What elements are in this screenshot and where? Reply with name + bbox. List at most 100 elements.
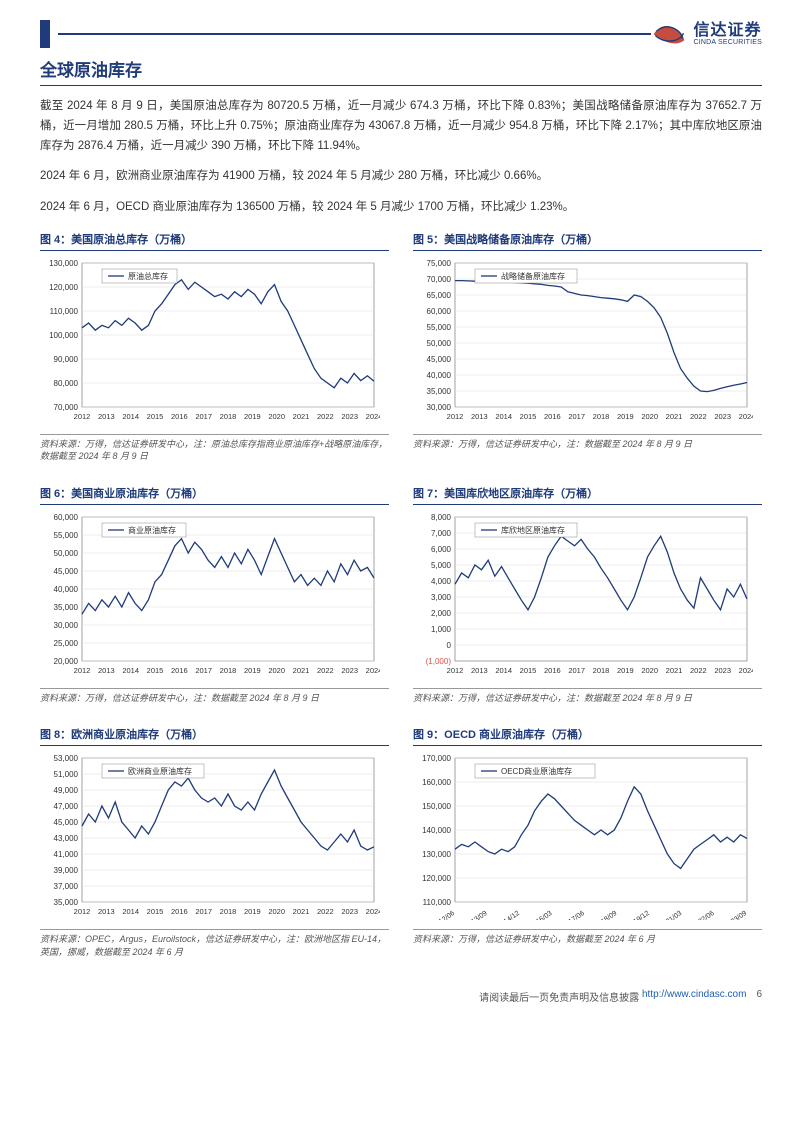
svg-text:2020: 2020: [268, 907, 285, 916]
svg-text:2024: 2024: [366, 412, 380, 421]
logo-text-en: CINDA SECURITIES: [693, 39, 762, 46]
svg-text:20,000: 20,000: [54, 657, 79, 666]
svg-text:2016: 2016: [171, 412, 188, 421]
footer: 请阅读最后一页免责声明及信息披露 http://www.cindasc.com …: [40, 989, 762, 1004]
svg-text:150,000: 150,000: [422, 802, 451, 811]
chart-8-title: 图 8：欧洲商业原油库存（万桶）: [40, 726, 389, 746]
svg-text:45,000: 45,000: [427, 355, 452, 364]
svg-text:2022: 2022: [317, 907, 334, 916]
svg-text:25,000: 25,000: [54, 639, 79, 648]
logo-swirl-icon: [651, 20, 687, 48]
svg-text:战略储备原油库存: 战略储备原油库存: [501, 271, 565, 281]
svg-text:45,000: 45,000: [54, 567, 79, 576]
svg-text:39,000: 39,000: [54, 866, 79, 875]
svg-text:2012: 2012: [74, 412, 91, 421]
svg-text:2014/12: 2014/12: [496, 910, 521, 920]
chart-8-caption: 资料来源：OPEC，Argus，Euroilstock，信达证券研发中心，注：欧…: [40, 933, 389, 958]
svg-text:30,000: 30,000: [54, 621, 79, 630]
chart-4-block: 图 4：美国原油总库存（万桶） 70,00080,00090,000100,00…: [40, 231, 389, 473]
svg-text:47,000: 47,000: [54, 802, 79, 811]
svg-text:2021: 2021: [666, 412, 683, 421]
paragraph-3: 2024 年 6 月，OECD 商业原油库存为 136500 万桶，较 2024…: [40, 197, 762, 217]
svg-text:原油总库存: 原油总库存: [128, 271, 168, 281]
svg-text:60,000: 60,000: [54, 513, 79, 522]
svg-text:2020: 2020: [268, 666, 285, 675]
svg-text:130,000: 130,000: [422, 850, 451, 859]
chart-4-svg: 70,00080,00090,000100,000110,000120,0001…: [40, 255, 380, 425]
svg-text:40,000: 40,000: [427, 371, 452, 380]
svg-text:2018: 2018: [220, 666, 237, 675]
svg-text:55,000: 55,000: [54, 531, 79, 540]
svg-text:40,000: 40,000: [54, 585, 79, 594]
svg-text:2017: 2017: [568, 412, 585, 421]
svg-text:2013: 2013: [471, 666, 488, 675]
svg-text:2021/03: 2021/03: [659, 910, 684, 920]
svg-text:2016/03: 2016/03: [529, 910, 554, 920]
svg-text:2015: 2015: [147, 412, 164, 421]
svg-text:2016: 2016: [544, 412, 561, 421]
chart-5-caption: 资料来源：万得，信达证券研发中心，注：数据截至 2024 年 8 月 9 日: [413, 438, 762, 451]
svg-text:2016: 2016: [171, 666, 188, 675]
svg-text:2014: 2014: [122, 907, 139, 916]
svg-text:2018: 2018: [593, 412, 610, 421]
svg-text:35,000: 35,000: [54, 603, 79, 612]
svg-text:45,000: 45,000: [54, 818, 79, 827]
svg-text:2013: 2013: [98, 907, 115, 916]
svg-text:2017/06: 2017/06: [561, 910, 586, 920]
svg-text:2019: 2019: [617, 666, 634, 675]
paragraph-2: 2024 年 6 月，欧洲商业原油库存为 41900 万桶，较 2024 年 5…: [40, 166, 762, 186]
chart-9-caption: 资料来源：万得，信达证券研发中心，数据截至 2024 年 6 月: [413, 933, 762, 946]
svg-text:41,000: 41,000: [54, 850, 79, 859]
svg-text:110,000: 110,000: [50, 307, 79, 316]
svg-text:2017: 2017: [195, 907, 212, 916]
svg-text:2012: 2012: [74, 907, 91, 916]
logo-text-cn: 信达证券: [693, 23, 762, 39]
footer-link[interactable]: http://www.cindasc.com: [642, 989, 746, 1004]
chart-6-title: 图 6：美国商业原油库存（万桶）: [40, 485, 389, 505]
svg-text:0: 0: [447, 641, 452, 650]
header-bar: 信达证券 CINDA SECURITIES: [40, 20, 762, 48]
svg-text:商业原油库存: 商业原油库存: [128, 525, 176, 535]
svg-text:2023: 2023: [341, 907, 358, 916]
svg-text:5,000: 5,000: [431, 561, 452, 570]
svg-text:2019: 2019: [244, 907, 261, 916]
svg-text:37,000: 37,000: [54, 882, 79, 891]
svg-text:2021: 2021: [293, 907, 310, 916]
svg-text:2015: 2015: [520, 666, 537, 675]
svg-text:2016: 2016: [171, 907, 188, 916]
svg-text:2023: 2023: [341, 412, 358, 421]
svg-text:60,000: 60,000: [427, 307, 452, 316]
svg-text:2013: 2013: [98, 412, 115, 421]
svg-text:49,000: 49,000: [54, 786, 79, 795]
chart-7-svg: 01,0002,0003,0004,0005,0006,0007,0008,00…: [413, 509, 753, 679]
paragraph-1: 截至 2024 年 8 月 9 日，美国原油总库存为 80720.5 万桶，近一…: [40, 96, 762, 156]
svg-text:2024: 2024: [366, 907, 380, 916]
svg-text:2023/09: 2023/09: [723, 910, 748, 920]
svg-text:2021: 2021: [666, 666, 683, 675]
svg-text:130,000: 130,000: [49, 259, 78, 268]
svg-text:2012: 2012: [447, 412, 464, 421]
svg-text:2017: 2017: [195, 412, 212, 421]
svg-text:2016: 2016: [544, 666, 561, 675]
svg-text:35,000: 35,000: [54, 898, 79, 907]
chart-7-title: 图 7：美国库欣地区原油库存（万桶）: [413, 485, 762, 505]
chart-5-svg: 30,00035,00040,00045,00050,00055,00060,0…: [413, 255, 753, 425]
svg-text:90,000: 90,000: [54, 355, 79, 364]
svg-text:2021: 2021: [293, 666, 310, 675]
svg-text:2014: 2014: [122, 412, 139, 421]
svg-text:160,000: 160,000: [422, 778, 451, 787]
svg-text:2014: 2014: [495, 666, 512, 675]
svg-text:80,000: 80,000: [54, 379, 79, 388]
svg-text:110,000: 110,000: [423, 898, 452, 907]
chart-7-block: 图 7：美国库欣地区原油库存（万桶） 01,0002,0003,0004,000…: [413, 485, 762, 715]
header-line: [58, 33, 651, 35]
svg-text:2024: 2024: [739, 412, 753, 421]
svg-text:2015: 2015: [520, 412, 537, 421]
svg-text:2022: 2022: [317, 412, 334, 421]
svg-text:2013: 2013: [471, 412, 488, 421]
svg-text:2013: 2013: [98, 666, 115, 675]
chart-8-block: 图 8：欧洲商业原油库存（万桶） 35,000 37,000 39,000 41,00…: [40, 726, 389, 968]
svg-text:8,000: 8,000: [431, 513, 452, 522]
svg-text:2024: 2024: [366, 666, 380, 675]
chart-7-caption: 资料来源：万得，信达证券研发中心，注：数据截至 2024 年 8 月 9 日: [413, 692, 762, 705]
